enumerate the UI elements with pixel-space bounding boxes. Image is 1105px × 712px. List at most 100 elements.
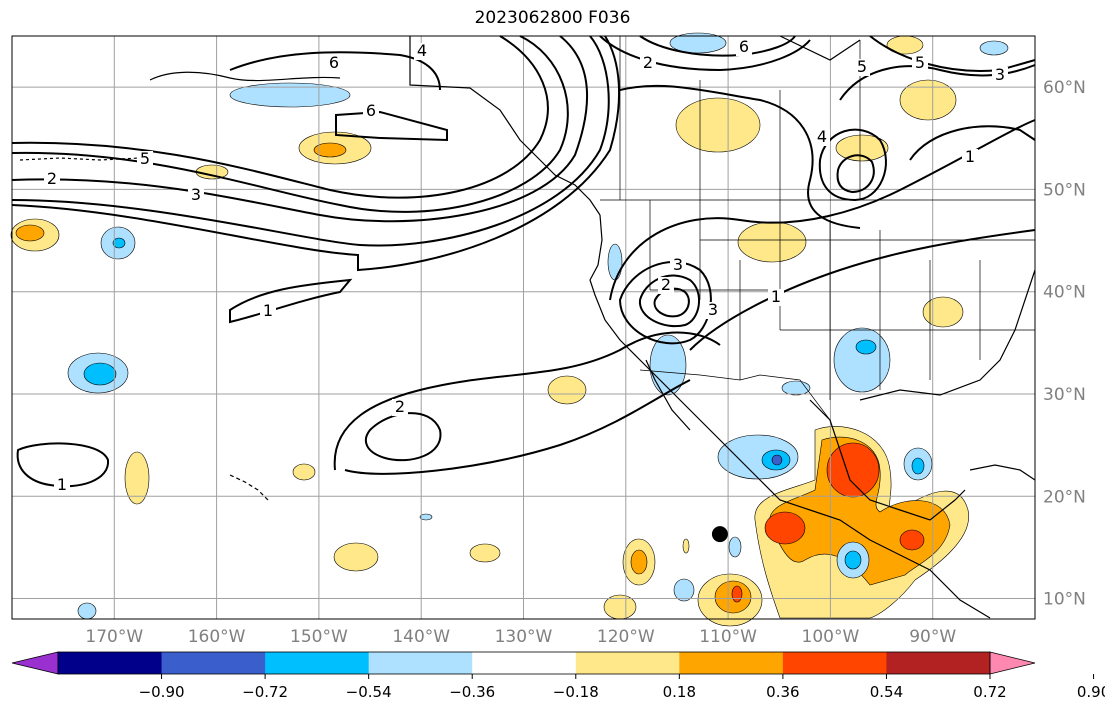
contour-lines <box>11 35 1036 488</box>
colorbar-tick-label: −0.72 <box>242 683 288 701</box>
east-gulf-coast <box>859 269 1036 401</box>
colorbar-swatch <box>58 652 163 674</box>
latitude-tick-label: 20°N <box>1043 487 1086 507</box>
longitude-tick-label: 110°W <box>699 627 757 647</box>
cool-blob-core <box>844 550 862 570</box>
longitude-tick-label: 140°W <box>392 627 450 647</box>
contour-label-bg <box>392 399 408 416</box>
contour-line <box>335 110 448 142</box>
longitude-tick-label: 150°W <box>290 627 348 647</box>
colorbar-swatch <box>782 652 887 674</box>
warm-blob <box>469 543 501 563</box>
contour-label-bg <box>414 43 430 60</box>
contour-label: 6 <box>366 101 376 120</box>
colorbar-tick-label: 0.72 <box>973 683 1006 701</box>
contour-line <box>689 229 1036 351</box>
contour-line <box>11 35 569 213</box>
contour-line <box>599 35 811 72</box>
latitude-tick-label: 60°N <box>1043 78 1086 98</box>
warm-blob <box>899 79 957 121</box>
gulf-coast <box>809 399 966 521</box>
cool-blob <box>673 578 695 602</box>
cool-blob-core <box>112 237 126 249</box>
contour-label-bg <box>912 55 928 72</box>
warm-blob-max <box>731 585 743 603</box>
contour-label: 6 <box>739 37 749 56</box>
colorbar-swatch <box>886 652 991 674</box>
cool-blob-min <box>771 454 783 466</box>
longitude-tick-label: 90°W <box>909 627 956 647</box>
contour-line <box>229 51 441 91</box>
contour-label: 6 <box>329 53 339 72</box>
latitude-tick-label: 40°N <box>1043 283 1086 303</box>
contour-line <box>909 125 1036 161</box>
colorbar-swatch <box>575 652 680 674</box>
contour-label-bg <box>44 171 60 188</box>
latitude-tick-label: 30°N <box>1043 385 1086 405</box>
cool-blob-core <box>83 362 117 386</box>
contour-label: 5 <box>857 57 867 76</box>
latitude-tick-label: 10°N <box>1043 590 1086 610</box>
warm-blob <box>922 296 964 328</box>
contour-line <box>11 35 549 199</box>
latitude-tick-label: 50°N <box>1043 180 1086 200</box>
contour-label: 2 <box>661 275 671 294</box>
contour-label-bg <box>658 277 674 294</box>
contour-line <box>11 35 620 272</box>
warm-max <box>764 511 806 545</box>
contour-line <box>333 331 721 471</box>
colorbar-swatch <box>679 652 784 674</box>
contour-label: 5 <box>915 53 925 72</box>
contour-label-bg <box>188 187 204 204</box>
contour-line <box>818 128 887 202</box>
warm-blob <box>124 451 150 505</box>
warm-blob-core <box>313 142 347 158</box>
longitude-tick-label: 100°W <box>802 627 860 647</box>
contour-line <box>839 64 1036 101</box>
us-mexico-border <box>639 369 831 421</box>
contour-label: 1 <box>57 475 67 494</box>
longitude-tick-label: 130°W <box>495 627 553 647</box>
cool-blob-core <box>855 339 877 355</box>
shaded-anomalies <box>10 32 1009 627</box>
colorbar-tick-label: 0.36 <box>766 683 799 701</box>
contour-label: 4 <box>817 127 827 146</box>
contour-label-bg <box>705 302 721 319</box>
aleutians <box>149 71 341 82</box>
cool-blob <box>669 32 727 54</box>
longitude-labels: 170°W 160°W 150°W 140°W 130°W 120°W 110°W 100°W… <box>85 627 956 647</box>
contour-line <box>836 154 875 194</box>
cool-blob <box>419 513 433 521</box>
colorbar-tick-label: −0.36 <box>449 683 495 701</box>
contour-label: 3 <box>995 65 1005 84</box>
cool-blob <box>728 536 742 558</box>
warm-max <box>899 529 925 551</box>
cool-blob <box>229 82 351 108</box>
location-marker <box>711 526 728 543</box>
contour-line <box>11 35 588 223</box>
cool-blob <box>833 327 891 393</box>
canada-provinces <box>619 36 861 200</box>
map-frame <box>11 35 1036 620</box>
warm-blob <box>195 164 229 180</box>
aleutian-islands <box>19 157 141 161</box>
map-title: 2023062800 F036 <box>474 8 631 28</box>
contour-label-bg <box>363 103 379 120</box>
contour-label-bg <box>736 39 752 56</box>
contour-label: 4 <box>417 41 427 60</box>
warm-blob <box>682 538 690 554</box>
longitude-tick-label: 120°W <box>597 627 655 647</box>
warm-blob <box>547 375 587 405</box>
colorbar-tick-label: −0.54 <box>346 683 392 701</box>
contour-label-bg <box>54 477 70 494</box>
contour-label-bg <box>670 257 686 274</box>
contour-line <box>344 379 691 475</box>
colorbar-extend-low <box>11 651 59 675</box>
colorbar-swatch <box>161 652 266 674</box>
colorbar: −0.90 −0.72 −0.54 −0.36 −0.18 0.18 0.36 0.54 0.7… <box>11 651 1105 701</box>
colorbar-tick-label: 0.18 <box>663 683 696 701</box>
warm-blob-core <box>15 224 45 242</box>
colorbar-swatch <box>265 652 370 674</box>
warm-blob <box>835 134 889 162</box>
